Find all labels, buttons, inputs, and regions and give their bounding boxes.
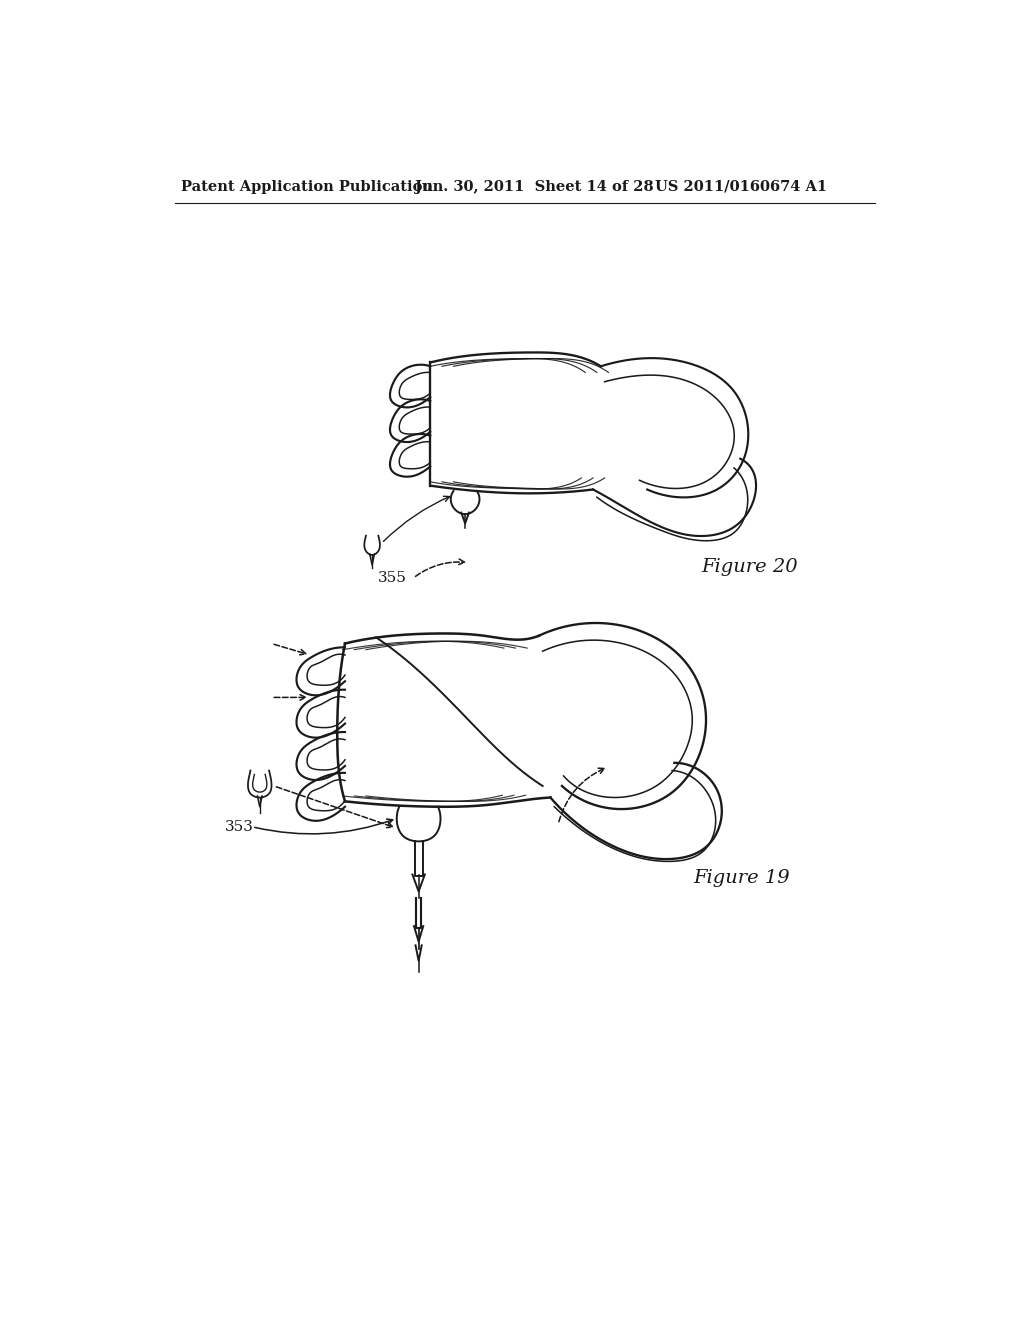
Text: 353: 353: [225, 820, 254, 834]
Text: Patent Application Publication: Patent Application Publication: [180, 180, 433, 194]
Text: Jun. 30, 2011  Sheet 14 of 28: Jun. 30, 2011 Sheet 14 of 28: [415, 180, 653, 194]
Text: 355: 355: [378, 572, 407, 585]
Text: Figure 19: Figure 19: [693, 870, 791, 887]
Text: US 2011/0160674 A1: US 2011/0160674 A1: [655, 180, 827, 194]
Text: Figure 20: Figure 20: [701, 557, 798, 576]
